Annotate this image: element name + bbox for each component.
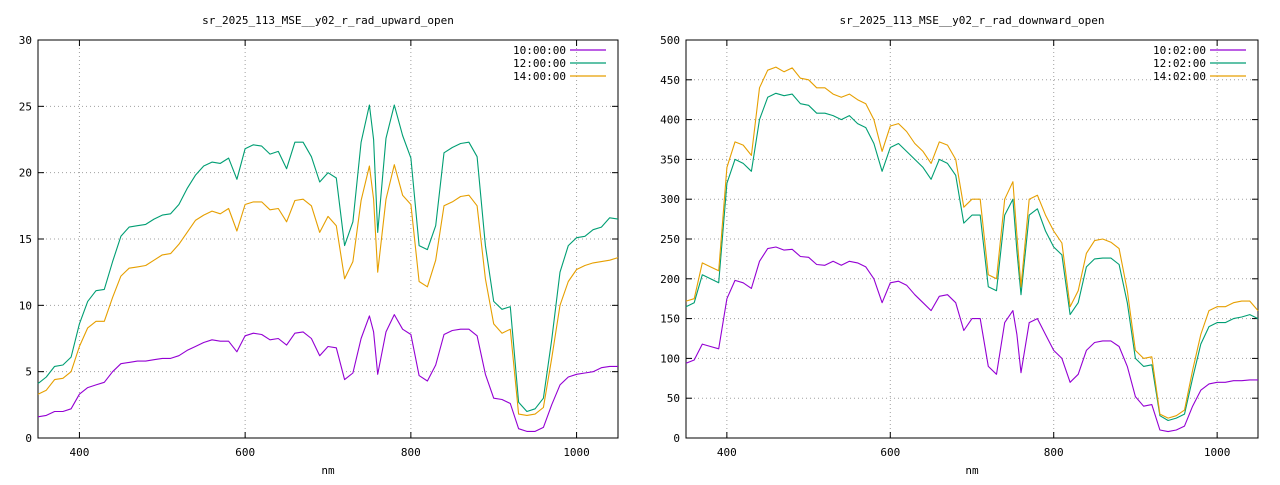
y-tick-label: 500 [660, 34, 680, 47]
x-tick-label: 1000 [563, 446, 590, 459]
y-tick-label: 350 [660, 153, 680, 166]
chart-title: sr_2025_113_MSE__y02_r_rad_downward_open [840, 14, 1105, 27]
x-tick-label: 1000 [1204, 446, 1231, 459]
series-line-3 [37, 164, 619, 416]
x-axis-label: nm [321, 464, 335, 477]
y-tick-label: 20 [19, 167, 32, 180]
legend-label: 12:00:00 [513, 57, 566, 70]
x-tick-label: 800 [1044, 446, 1064, 459]
series-line-2 [685, 92, 1259, 422]
y-tick-label: 400 [660, 114, 680, 127]
x-tick-label: 800 [401, 446, 421, 459]
y-tick-label: 10 [19, 299, 32, 312]
y-tick-label: 50 [667, 392, 680, 405]
chart-2: 400 600 800 1000 0 50 100 150 200 250 300 350 400 450… [660, 14, 1259, 477]
y-tick-label: 100 [660, 352, 680, 365]
legend-label: 10:02:00 [1153, 44, 1206, 57]
legend-label: 12:02:00 [1153, 57, 1206, 70]
plot-frame [685, 39, 1259, 439]
y-tick-label: 250 [660, 233, 680, 246]
x-tick-label: 600 [880, 446, 900, 459]
x-axis-label: nm [965, 464, 979, 477]
chart-1: 400 600 800 1000 0 5 10 15 20 25 30 sr_2025_113_MSE… [19, 14, 619, 477]
legend-label: 14:00:00 [513, 70, 566, 83]
y-tick-label: 15 [19, 233, 32, 246]
y-tick-label: 450 [660, 74, 680, 87]
chart-title: sr_2025_113_MSE__y02_r_rad_upward_open [202, 14, 454, 27]
series-line-3 [685, 66, 1259, 419]
series-line-2 [37, 104, 619, 413]
x-tick-label: 600 [235, 446, 255, 459]
y-tick-label: 200 [660, 273, 680, 286]
y-tick-label: 300 [660, 193, 680, 206]
series-line-1 [685, 246, 1258, 433]
y-tick-label: 0 [673, 432, 680, 445]
y-tick-label: 30 [19, 34, 32, 47]
legend-label: 10:00:00 [513, 44, 566, 57]
y-tick-label: 150 [660, 313, 680, 326]
y-tick-label: 0 [25, 432, 32, 445]
legend-label: 14:02:00 [1153, 70, 1206, 83]
y-tick-label: 5 [25, 366, 32, 379]
x-tick-label: 400 [717, 446, 737, 459]
y-tick-label: 25 [19, 100, 32, 113]
series-line-1 [37, 314, 618, 432]
x-tick-label: 400 [69, 446, 89, 459]
